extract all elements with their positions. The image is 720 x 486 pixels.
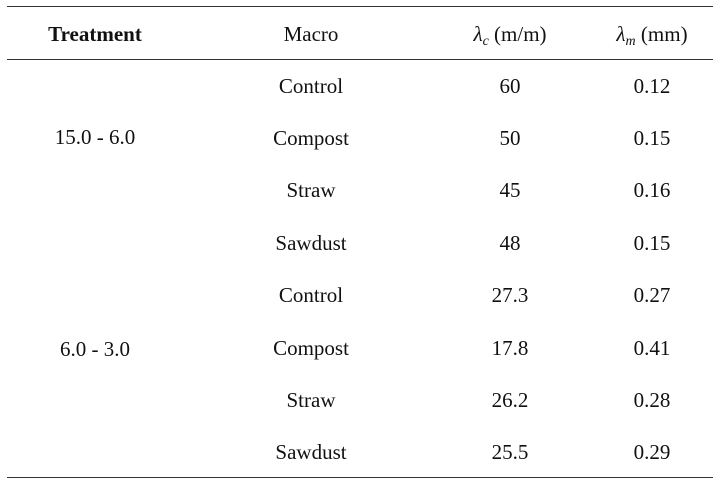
table-bottom-rule — [7, 477, 713, 478]
table-cell-lambda-m: 0.27 — [633, 283, 671, 307]
table-cell-lambda-c: 26.2 — [491, 388, 529, 412]
table-cell-macro: Control — [278, 74, 344, 98]
table-cell-lambda-m: 0.15 — [633, 126, 671, 150]
table-cell-lambda-m: 0.12 — [633, 74, 671, 98]
table-cell-lambda-c: 45 — [499, 178, 521, 202]
group-treatment-label: 6.0 - 3.0 — [60, 337, 130, 361]
header-macro: Macro — [283, 22, 339, 46]
table-cell-lambda-m: 0.41 — [633, 336, 671, 360]
table-cell-macro: Compost — [273, 336, 349, 360]
table-cell-macro: Compost — [273, 126, 349, 150]
table-cell-macro: Control — [278, 283, 344, 307]
header-lambda-m-subscript: m — [625, 34, 636, 49]
table-cell-lambda-m: 0.29 — [633, 440, 671, 464]
header-lambda-m-symbol: λ — [616, 22, 626, 46]
table-cell-lambda-m: 0.15 — [633, 231, 671, 255]
table-header-rule — [7, 59, 713, 60]
group-treatment-label: 15.0 - 6.0 — [54, 125, 136, 149]
header-lambda-m-unit: (mm) — [635, 22, 688, 46]
header-lambda-c-symbol: λ — [473, 22, 483, 46]
table-cell-lambda-m: 0.28 — [633, 388, 671, 412]
table-cell-macro: Sawdust — [275, 231, 347, 255]
header-lambda-m: λm (mm) — [582, 22, 720, 49]
table-cell-lambda-c: 60 — [499, 74, 521, 98]
table-cell-macro: Straw — [286, 388, 336, 412]
header-lambda-c-subscript: c — [482, 34, 489, 49]
table-cell-lambda-c: 25.5 — [491, 440, 529, 464]
table-cell-lambda-c: 48 — [499, 231, 521, 255]
header-lambda-c: λc (m/m) — [440, 22, 580, 49]
table-cell-lambda-m: 0.16 — [633, 178, 671, 202]
table-cell-macro: Sawdust — [275, 440, 347, 464]
table-top-rule — [7, 6, 713, 7]
table-cell-lambda-c: 17.8 — [491, 336, 529, 360]
table-cell-macro: Straw — [286, 178, 336, 202]
table-cell-lambda-c: 50 — [499, 126, 521, 150]
table-cell-lambda-c: 27.3 — [491, 283, 529, 307]
header-lambda-c-unit: (m/m) — [488, 22, 547, 46]
header-treatment: Treatment — [48, 22, 142, 46]
